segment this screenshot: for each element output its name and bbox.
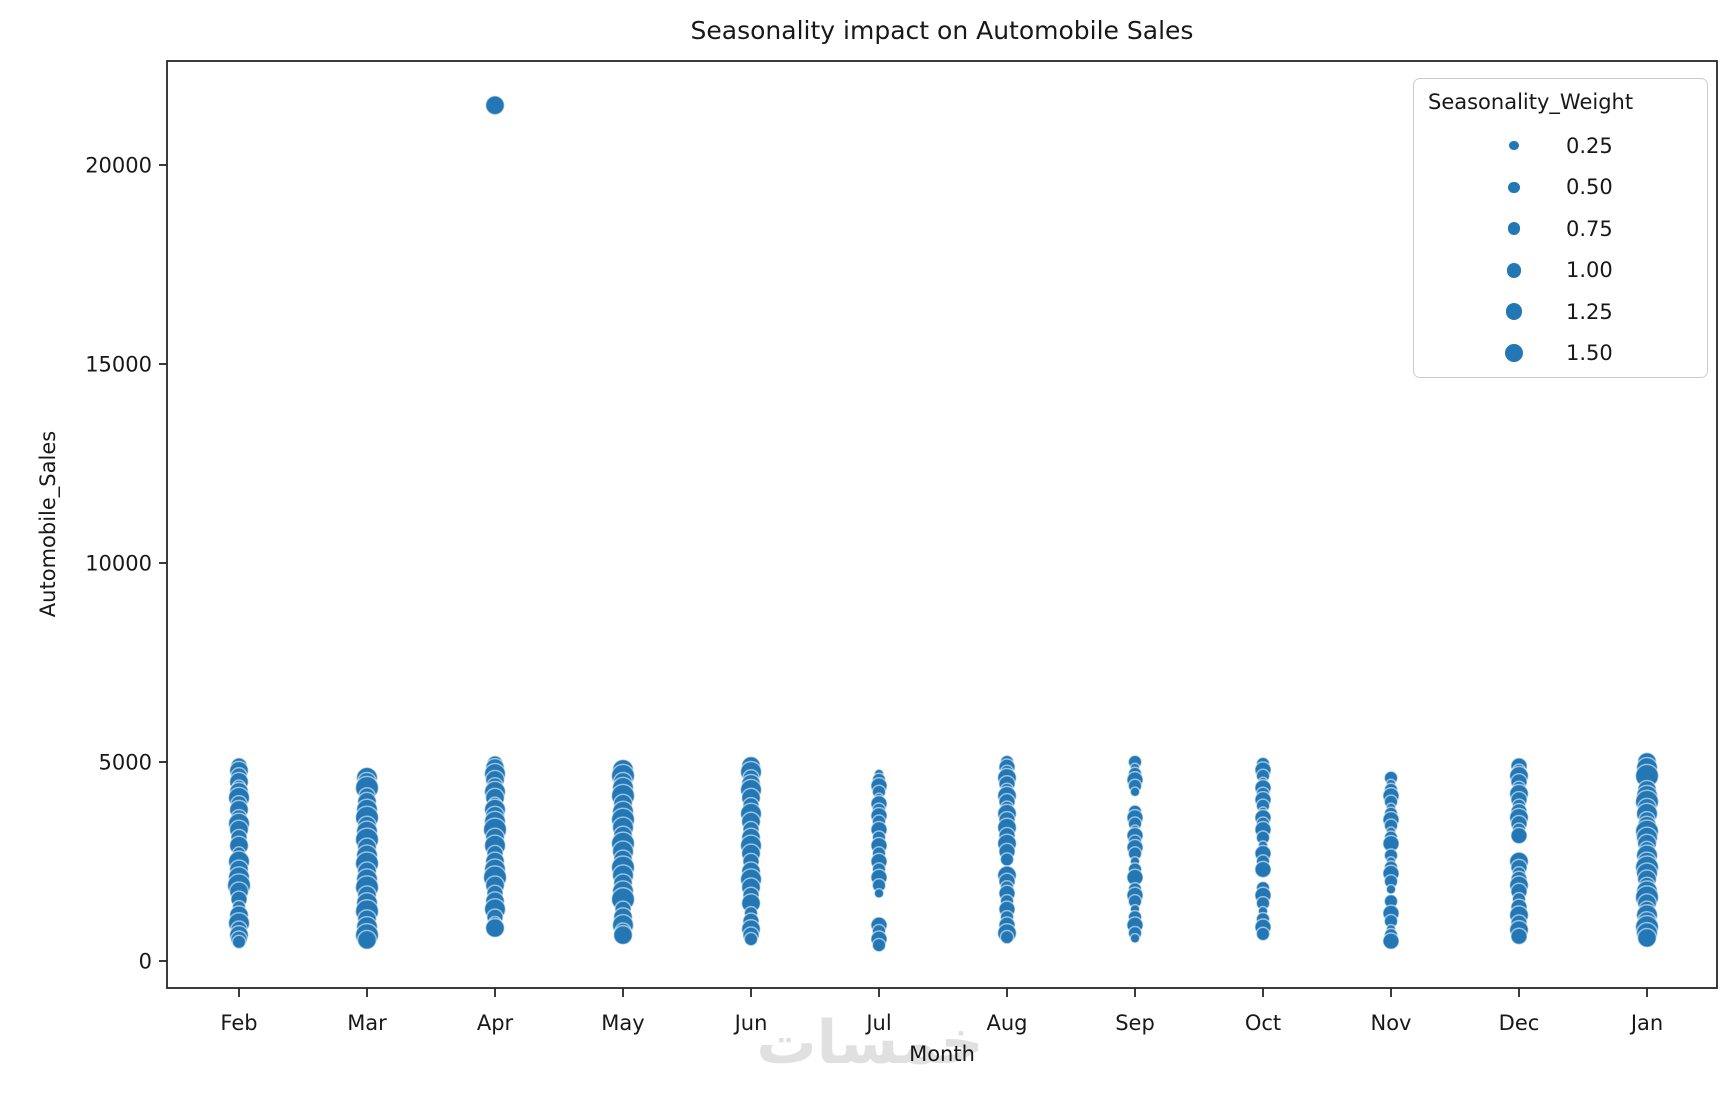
legend-size-dot-icon xyxy=(1509,141,1519,151)
scatter-point xyxy=(999,852,1015,867)
scatter-point xyxy=(612,924,634,946)
x-tick-label: Dec xyxy=(1499,1011,1540,1035)
y-tick-label: 5000 xyxy=(99,750,152,774)
plot-spines xyxy=(166,60,1718,989)
x-tick-label: Apr xyxy=(477,1011,514,1035)
legend-entry-label: 0.50 xyxy=(1566,175,1613,200)
legend-size-dot-icon xyxy=(1508,181,1520,193)
legend-entry: 1.00 xyxy=(1414,250,1707,292)
scatter-point xyxy=(743,931,759,947)
legend-size-dot-icon xyxy=(1507,222,1521,236)
legend-entry-label: 1.50 xyxy=(1566,341,1613,366)
scatter-point xyxy=(1382,932,1400,950)
legend-title: Seasonality_Weight xyxy=(1428,90,1634,114)
scatter-point xyxy=(1510,927,1528,946)
legend-entry: 0.25 xyxy=(1414,125,1707,167)
legend-size-dot-icon xyxy=(1506,262,1522,278)
scatter-point xyxy=(1385,883,1397,895)
x-tick-label: Nov xyxy=(1371,1011,1412,1035)
scatter-point xyxy=(1129,932,1141,944)
legend-entry-label: 0.75 xyxy=(1566,216,1613,241)
scatter-point xyxy=(1254,860,1272,879)
scatter-point xyxy=(999,929,1015,945)
x-tick-label: Oct xyxy=(1245,1011,1281,1035)
x-tick-label: May xyxy=(601,1011,644,1035)
scatter-point xyxy=(356,929,378,951)
scatter-point xyxy=(1510,826,1528,845)
scatter-point xyxy=(1129,786,1141,798)
legend-entry-label: 1.00 xyxy=(1566,258,1613,283)
y-axis-label: Automobile_Sales xyxy=(36,430,60,618)
x-axis-label: Month xyxy=(909,1042,975,1066)
y-tick-label: 10000 xyxy=(85,551,152,575)
x-tick-label: Jul xyxy=(864,1011,891,1035)
x-tick-label: Jan xyxy=(1629,1011,1663,1035)
scatter-point xyxy=(1255,926,1271,942)
legend-size-dot-icon xyxy=(1505,303,1523,321)
legend-entry-label: 0.25 xyxy=(1566,133,1613,158)
x-tick-label: Mar xyxy=(347,1011,387,1035)
legend-entry: 0.50 xyxy=(1414,167,1707,209)
legend-entry: 0.75 xyxy=(1414,208,1707,250)
x-tick-label: Sep xyxy=(1115,1011,1155,1035)
x-tick-label: Jun xyxy=(733,1011,768,1035)
scatter-point xyxy=(873,887,885,899)
scatter-point xyxy=(871,937,887,953)
scatter-point xyxy=(484,95,506,116)
legend: Seasonality_Weight 0.25 0.50 0.75 1.00 1.25 1… xyxy=(1413,78,1708,378)
legend-size-dot-icon xyxy=(1504,344,1524,363)
x-tick-label: Feb xyxy=(220,1011,257,1035)
watermark: خمسات xyxy=(756,1008,984,1078)
scatter-point xyxy=(484,917,506,939)
y-tick-label: 15000 xyxy=(85,352,152,376)
scatter-point xyxy=(231,934,247,950)
legend-entry: 1.25 xyxy=(1414,291,1707,333)
scatter-point xyxy=(1636,927,1658,949)
y-tick-label: 0 xyxy=(139,949,152,973)
x-tick-label: Aug xyxy=(986,1011,1027,1035)
chart-title: Seasonality impact on Automobile Sales xyxy=(690,16,1194,45)
legend-entry-label: 1.25 xyxy=(1566,299,1613,324)
y-tick-label: 20000 xyxy=(85,153,152,177)
legend-rows: 0.25 0.50 0.75 1.00 1.25 1.50 xyxy=(1414,125,1707,374)
legend-entry: 1.50 xyxy=(1414,333,1707,375)
